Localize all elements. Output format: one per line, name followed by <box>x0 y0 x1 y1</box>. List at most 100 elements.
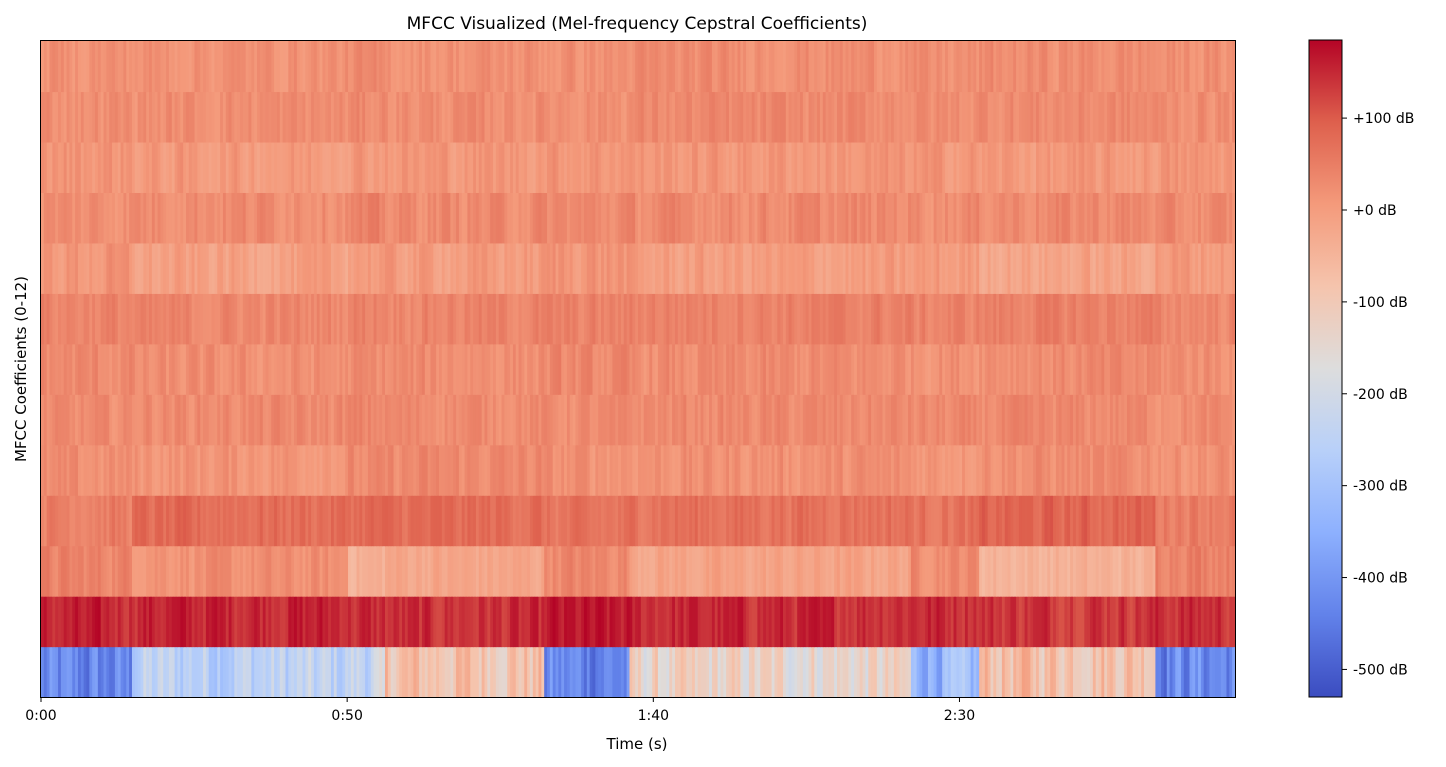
heatmap-cell <box>1178 495 1182 547</box>
heatmap-cell <box>197 141 201 193</box>
heatmap-cell <box>1030 141 1034 193</box>
heatmap-cell <box>862 444 867 496</box>
heatmap-cell <box>905 91 909 143</box>
heatmap-cell <box>1217 192 1222 244</box>
heatmap-cell <box>896 242 901 294</box>
heatmap-cell <box>780 343 784 395</box>
heatmap-cell <box>660 646 665 698</box>
heatmap-cell <box>75 596 79 648</box>
heatmap-cell <box>999 394 1003 446</box>
heatmap-cell <box>387 596 392 648</box>
heatmap-cell <box>387 394 392 446</box>
heatmap-cell <box>865 192 869 244</box>
heatmap-cell <box>871 596 875 648</box>
heatmap-cell <box>583 242 588 294</box>
heatmap-cell <box>945 293 949 345</box>
heatmap-cell <box>225 293 230 345</box>
heatmap-cell <box>359 192 363 244</box>
heatmap-cell <box>572 394 577 446</box>
heatmap-cell <box>228 444 233 496</box>
heatmap-cell <box>990 495 994 547</box>
heatmap-cell <box>490 293 494 345</box>
heatmap-cell <box>1098 242 1102 294</box>
heatmap-cell <box>311 545 315 597</box>
heatmap-cell <box>854 444 858 496</box>
heatmap-cell <box>1104 141 1108 193</box>
heatmap-cell <box>157 495 161 547</box>
heatmap-cell <box>467 444 471 496</box>
heatmap-cell <box>1166 596 1171 648</box>
heatmap-cell <box>754 394 758 446</box>
heatmap-cell <box>655 444 659 496</box>
heatmap-cell <box>183 646 187 698</box>
heatmap-cell <box>711 444 716 496</box>
heatmap-cell <box>529 545 534 597</box>
heatmap-cell <box>925 91 929 143</box>
heatmap-cell <box>1061 141 1066 193</box>
heatmap-cell <box>58 495 62 547</box>
heatmap-cell <box>461 596 466 648</box>
heatmap-cell <box>532 343 537 395</box>
heatmap-cell <box>507 343 511 395</box>
heatmap-cell <box>686 495 690 547</box>
heatmap-cell <box>271 394 275 446</box>
heatmap-cell <box>910 91 915 143</box>
heatmap-cell <box>126 242 130 294</box>
heatmap-cell <box>814 545 818 597</box>
heatmap-cell <box>993 444 997 496</box>
heatmap-cell <box>583 596 588 648</box>
heatmap-cell <box>763 646 767 698</box>
heatmap-cell <box>754 192 758 244</box>
heatmap-cell <box>532 242 537 294</box>
heatmap-cell <box>629 293 633 345</box>
heatmap-cell <box>285 444 289 496</box>
heatmap-cell <box>458 646 463 698</box>
heatmap-cell <box>549 141 554 193</box>
heatmap-cell <box>103 91 107 143</box>
heatmap-cell <box>723 394 727 446</box>
heatmap-cell <box>524 545 528 597</box>
heatmap-cell <box>365 596 369 648</box>
heatmap-cell <box>131 596 136 648</box>
heatmap-cell <box>674 141 679 193</box>
heatmap-cell <box>1215 545 1219 597</box>
heatmap-cell <box>203 444 207 496</box>
heatmap-cell <box>743 444 747 496</box>
heatmap-cell <box>157 141 161 193</box>
heatmap-cell <box>1053 343 1057 395</box>
heatmap-cell <box>228 646 233 698</box>
heatmap-cell <box>822 293 827 345</box>
heatmap-cell <box>237 242 241 294</box>
heatmap-cell <box>706 242 710 294</box>
heatmap-cell <box>291 545 295 597</box>
heatmap-cell <box>86 242 90 294</box>
heatmap-cell <box>75 242 79 294</box>
heatmap-cell <box>154 343 159 395</box>
heatmap-cell <box>1169 596 1174 648</box>
heatmap-cell <box>183 394 187 446</box>
heatmap-cell <box>112 444 116 496</box>
heatmap-cell <box>873 394 878 446</box>
heatmap-cell <box>635 444 639 496</box>
heatmap-cell <box>467 545 471 597</box>
heatmap-cell <box>413 343 417 395</box>
heatmap-cell <box>811 242 815 294</box>
heatmap-cell <box>370 91 375 143</box>
heatmap-cell <box>822 444 827 496</box>
heatmap-cell <box>527 394 531 446</box>
heatmap-cell <box>666 394 670 446</box>
heatmap-cell <box>220 545 224 597</box>
heatmap-cell <box>1223 444 1228 496</box>
heatmap-cell <box>52 495 56 547</box>
heatmap-cell <box>740 343 744 395</box>
heatmap-cell <box>242 293 247 345</box>
heatmap-cell <box>333 242 338 294</box>
heatmap-cell <box>942 343 946 395</box>
heatmap-cell <box>967 293 972 345</box>
heatmap-cell <box>689 91 693 143</box>
heatmap-cell <box>854 596 858 648</box>
heatmap-cell <box>487 343 491 395</box>
heatmap-cell <box>490 495 494 547</box>
heatmap-cell <box>1018 192 1023 244</box>
heatmap-cell <box>768 242 773 294</box>
